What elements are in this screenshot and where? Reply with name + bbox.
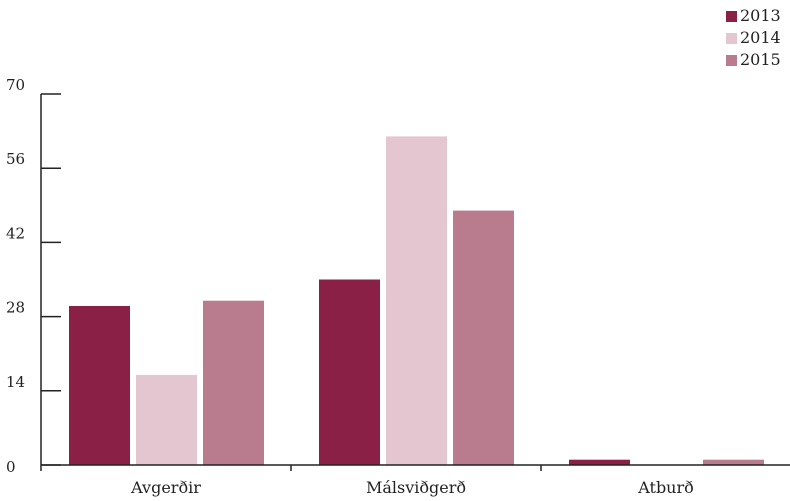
y-tick-label: 0 — [6, 458, 16, 476]
legend: 2013 2014 2015 — [726, 6, 781, 69]
legend-swatch-2013 — [726, 11, 737, 22]
y-tick-label: 56 — [6, 150, 25, 168]
y-tick-label: 70 — [6, 76, 25, 94]
legend-label-2015: 2015 — [740, 50, 781, 69]
x-tick-label: Málsviðgerð — [366, 478, 466, 497]
bar-2013-0 — [69, 306, 130, 465]
y-tick-label: 14 — [6, 373, 25, 391]
y-tick-label: 42 — [6, 224, 25, 242]
bar-2015-1 — [453, 210, 514, 465]
bar-2015-2 — [703, 459, 764, 465]
bar-2014-1 — [386, 136, 447, 465]
legend-label-2014: 2014 — [740, 28, 781, 47]
bar-2014-0 — [136, 374, 197, 465]
x-tick-label: Atburð — [637, 478, 694, 497]
bars — [69, 136, 764, 465]
bar-2013-1 — [319, 279, 380, 465]
legend-swatch-2014 — [726, 33, 737, 44]
x-tick-label: Avgerðir — [130, 478, 201, 497]
x-axis: Avgerðir Málsviðgerð Atburð — [40, 464, 790, 497]
legend-label-2013: 2013 — [740, 6, 781, 25]
y-tick-label: 28 — [6, 299, 25, 317]
bar-2015-0 — [203, 300, 264, 465]
y-axis: 0 14 28 42 56 70 — [6, 76, 61, 476]
legend-swatch-2015 — [726, 55, 737, 66]
bar-2013-2 — [569, 459, 630, 465]
